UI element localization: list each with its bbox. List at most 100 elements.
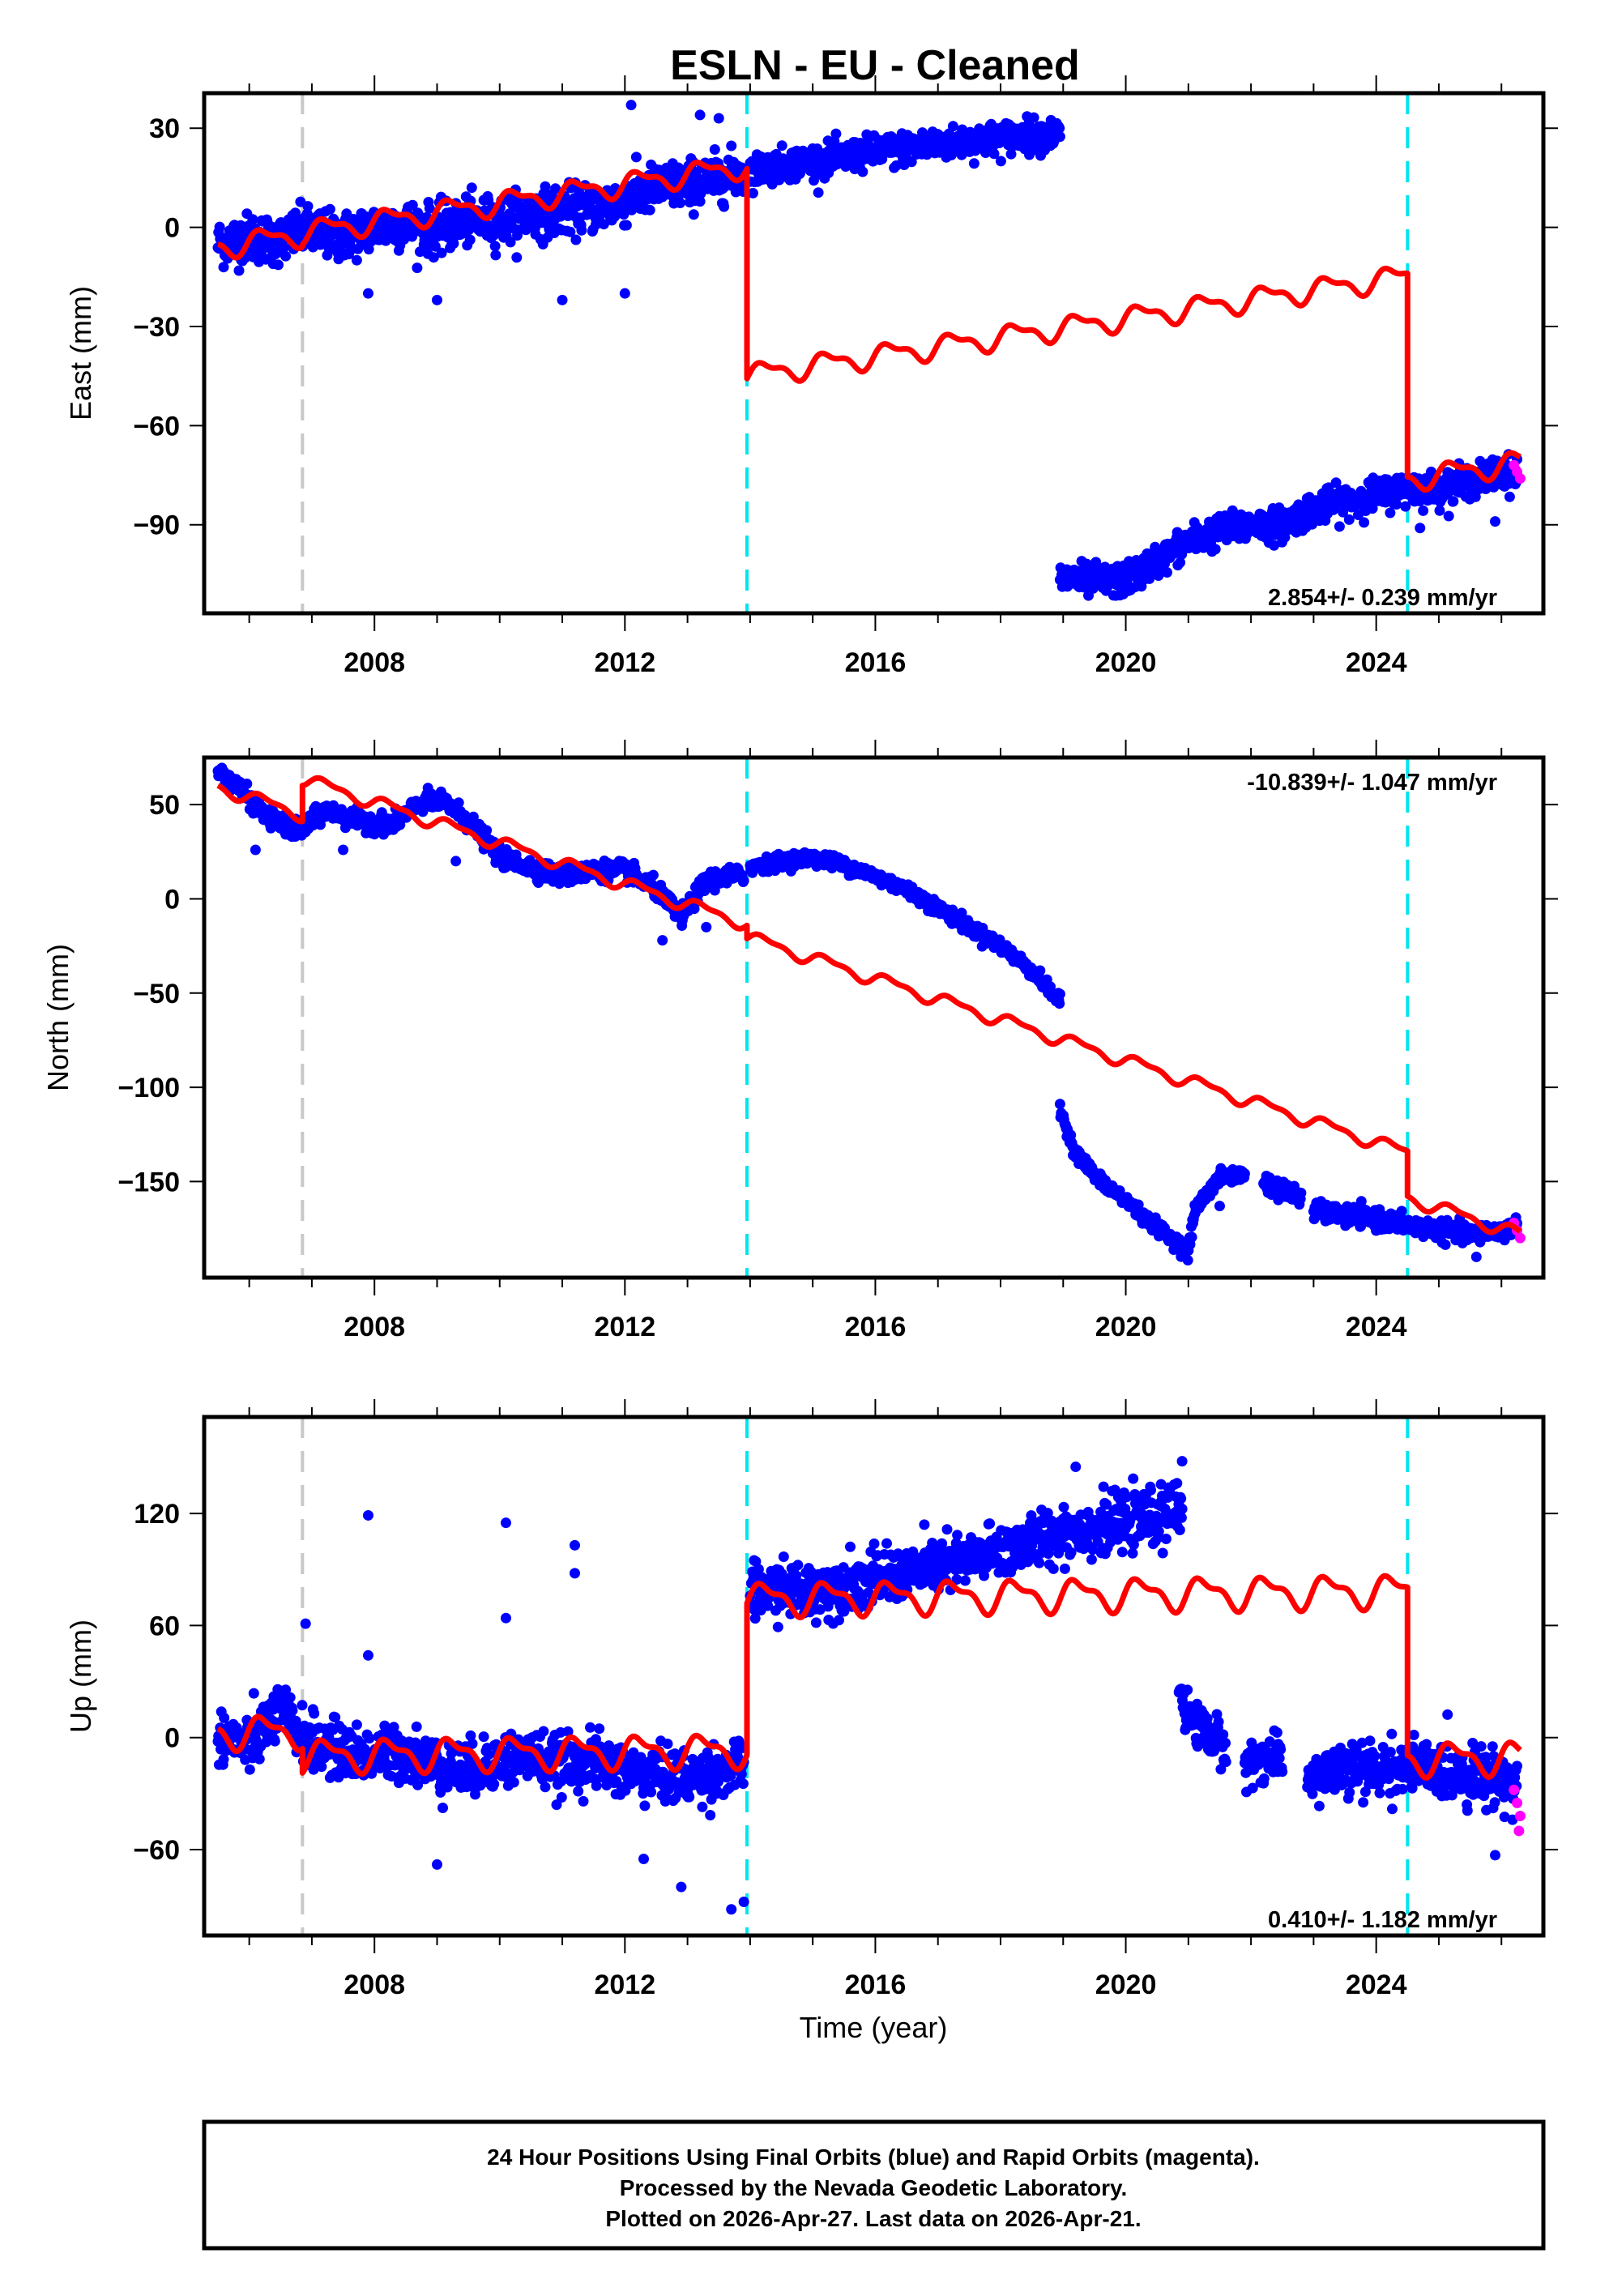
y-tick-label: 0 (164, 884, 180, 915)
east-rapid-orbit-points (1509, 459, 1526, 484)
data-point (1182, 1255, 1193, 1265)
data-point (776, 140, 787, 152)
east-final-orbit-points (212, 100, 1522, 601)
x-tick-label: 2024 (1346, 1312, 1407, 1342)
data-point (399, 233, 410, 245)
data-point (644, 204, 655, 216)
east-model-line (216, 159, 1522, 493)
data-point (287, 1705, 298, 1716)
data-point (1343, 514, 1355, 525)
y-tick-label: −50 (133, 979, 180, 1009)
data-point (1295, 1188, 1307, 1198)
outlier-point (1415, 523, 1426, 534)
outlier-point (338, 844, 349, 856)
outlier-point (901, 156, 912, 167)
data-point (774, 174, 785, 186)
data-point (1054, 1099, 1065, 1110)
data-point (956, 907, 967, 919)
data-point (694, 196, 706, 207)
x-tick-label: 2024 (1346, 647, 1407, 678)
data-point (284, 1692, 296, 1703)
data-point (747, 187, 758, 198)
up-final-orbit-points (212, 1456, 1522, 1915)
data-point (273, 259, 284, 271)
outlier-point (362, 288, 373, 299)
data-point (1186, 1231, 1197, 1243)
data-point (233, 265, 245, 276)
data-point (428, 252, 439, 263)
data-point (244, 1764, 255, 1775)
data-point (1054, 988, 1065, 1000)
data-point (436, 247, 447, 258)
data-point (1323, 482, 1334, 493)
outlier-point (889, 162, 900, 173)
data-point (218, 262, 229, 273)
data-point (214, 221, 225, 233)
x-tick-label: 2020 (1095, 1312, 1157, 1342)
data-point (1440, 1239, 1451, 1250)
data-point (1391, 499, 1402, 510)
data-point (1359, 517, 1370, 528)
data-point (407, 199, 418, 211)
outlier-point (713, 113, 724, 124)
east-rate-label: 2.854+/- 0.239 mm/yr (1268, 585, 1497, 611)
north-y-axis-label: North (mm) (41, 944, 75, 1091)
data-point (576, 224, 587, 236)
data-point (489, 241, 501, 252)
outlier-point (1489, 516, 1500, 527)
data-point (1334, 521, 1345, 532)
data-point (308, 1764, 319, 1775)
data-point (218, 1754, 229, 1765)
data-point (813, 187, 824, 198)
data-point (647, 869, 659, 881)
data-point (490, 250, 501, 261)
data-point (1054, 998, 1065, 1009)
data-point (1269, 540, 1280, 551)
data-point (1133, 1199, 1144, 1210)
data-point (1396, 1206, 1407, 1217)
data-point (1162, 567, 1172, 578)
outlier-point (657, 935, 668, 946)
x-tick-label: 2008 (344, 1312, 405, 1342)
data-point (1054, 131, 1065, 143)
y-tick-label: −150 (117, 1167, 180, 1197)
data-point (297, 1700, 308, 1711)
data-point (247, 214, 258, 225)
data-point (1355, 1196, 1367, 1207)
data-point (570, 234, 582, 245)
data-point (1443, 510, 1454, 522)
data-point (316, 1761, 327, 1773)
data-point (1028, 112, 1039, 123)
data-point (857, 166, 869, 177)
data-point (1504, 491, 1515, 502)
data-point (726, 140, 737, 152)
y-tick-label: −100 (117, 1073, 180, 1103)
outlier-point (625, 100, 637, 111)
data-point (1400, 501, 1411, 512)
data-point (1210, 544, 1221, 555)
data-point (512, 230, 523, 241)
data-point (453, 797, 464, 809)
north-frame (202, 755, 1546, 1280)
north-model-line (216, 775, 1522, 1235)
data-point (565, 226, 576, 237)
data-point (248, 1688, 259, 1699)
outlier-point (694, 109, 706, 121)
x-tick-label: 2012 (594, 1312, 655, 1342)
data-point (464, 234, 476, 245)
data-point (550, 183, 561, 194)
outlier-point (1214, 1201, 1225, 1212)
data-point (241, 779, 253, 789)
data-point (364, 1733, 375, 1744)
data-point (1005, 148, 1017, 160)
data-point (511, 252, 523, 263)
x-tick-label: 2016 (845, 1312, 907, 1342)
outlier-point (250, 844, 261, 856)
data-point (505, 237, 516, 248)
data-point (254, 1753, 265, 1765)
outlier-point (450, 856, 462, 867)
data-point (219, 1713, 230, 1723)
x-tick-label: 2020 (1095, 647, 1157, 678)
data-point (280, 250, 292, 262)
